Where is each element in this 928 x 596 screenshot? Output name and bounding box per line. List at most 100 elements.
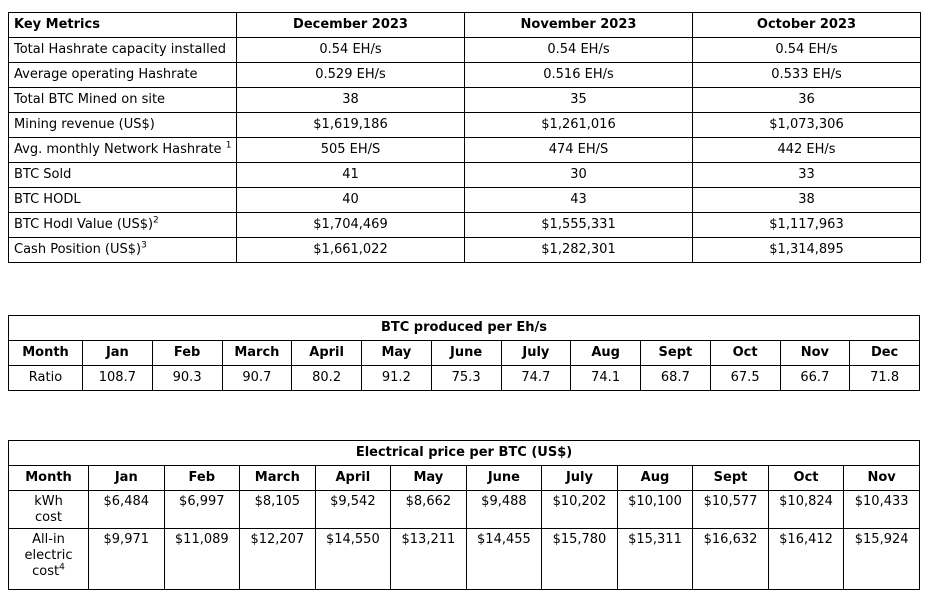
cost-value: $6,484 bbox=[88, 490, 165, 529]
metric-value: 505 EH/S bbox=[236, 137, 465, 163]
cost-value: $14,455 bbox=[465, 528, 543, 590]
ratio-value: 74.1 bbox=[570, 365, 641, 391]
ratio-value: 68.7 bbox=[640, 365, 711, 391]
cost-value: $10,577 bbox=[692, 490, 769, 529]
cost-row-label-text: All-in electric cost bbox=[24, 532, 73, 579]
month-row-header: Month bbox=[8, 465, 89, 491]
month-header: April bbox=[291, 340, 362, 366]
metric-label-text: Cash Position (US$) bbox=[14, 242, 142, 257]
table-row: Cash Position (US$)3 $1,661,022 $1,282,3… bbox=[8, 237, 921, 263]
metric-value: 33 bbox=[692, 162, 921, 188]
cost-row-label: All-in electric cost4 bbox=[8, 528, 89, 590]
month-header: Nov bbox=[843, 465, 920, 491]
metric-value: 38 bbox=[692, 187, 921, 213]
cost-value: $10,202 bbox=[541, 490, 618, 529]
ratio-value: 66.7 bbox=[779, 365, 851, 391]
month-header: Aug bbox=[570, 340, 641, 366]
electrical-price-table: Electrical price per BTC (US$) Month Jan… bbox=[8, 440, 920, 590]
cost-value: $10,824 bbox=[767, 490, 845, 529]
ratio-value: 74.7 bbox=[500, 365, 572, 391]
metric-value: 36 bbox=[692, 87, 921, 113]
month-header: June bbox=[465, 465, 543, 491]
kwh-cost-row: kWh cost $6,484 $6,997 $8,105 $9,542 $8,… bbox=[8, 490, 920, 529]
ratio-row: Ratio 108.7 90.3 90.7 80.2 91.2 75.3 74.… bbox=[8, 365, 920, 391]
footnote-superscript: 1 bbox=[225, 140, 232, 151]
table-row: Avg. monthly Network Hashrate 1 505 EH/S… bbox=[8, 137, 921, 163]
table-row: Mining revenue (US$) $1,619,186 $1,261,0… bbox=[8, 112, 921, 138]
month-header: Sept bbox=[640, 340, 711, 366]
ratio-value: 75.3 bbox=[430, 365, 502, 391]
footnote-superscript: 4 bbox=[59, 562, 65, 573]
month-header: Jan bbox=[82, 340, 153, 366]
month-header-row: Month Jan Feb March April May June July … bbox=[8, 465, 920, 491]
ratio-value: 67.5 bbox=[709, 365, 781, 391]
metric-value: $1,555,331 bbox=[464, 212, 693, 238]
metric-label: BTC Sold bbox=[8, 162, 237, 188]
table-row: BTC HODL 40 43 38 bbox=[8, 187, 921, 213]
month-header: Nov bbox=[779, 340, 851, 366]
metric-label-text: BTC Hodl Value (US$) bbox=[14, 217, 154, 232]
month-header: July bbox=[500, 340, 572, 366]
table-row: Total Hashrate capacity installed 0.54 E… bbox=[8, 37, 921, 63]
month-header-row: Month Jan Feb March April May June July … bbox=[8, 340, 920, 366]
month-header: Dec bbox=[849, 340, 920, 366]
cost-value: $15,924 bbox=[843, 528, 920, 590]
cost-value: $16,412 bbox=[767, 528, 845, 590]
column-header-october-2023: October 2023 bbox=[692, 12, 921, 38]
cost-value: $14,550 bbox=[314, 528, 392, 590]
cost-value: $9,542 bbox=[314, 490, 392, 529]
metric-value: 0.516 EH/s bbox=[464, 62, 693, 88]
month-header: May bbox=[361, 340, 432, 366]
month-header: March bbox=[239, 465, 316, 491]
cost-value: $12,207 bbox=[239, 528, 316, 590]
metric-value: 43 bbox=[464, 187, 693, 213]
month-header: Aug bbox=[616, 465, 694, 491]
key-metrics-title: Key Metrics bbox=[8, 12, 237, 38]
cost-value: $8,105 bbox=[239, 490, 316, 529]
month-header: Jan bbox=[88, 465, 165, 491]
metric-value: 474 EH/S bbox=[464, 137, 693, 163]
footnote-superscript: 3 bbox=[141, 240, 147, 251]
month-header: April bbox=[314, 465, 392, 491]
month-row-header: Month bbox=[8, 340, 83, 366]
cost-value: $10,433 bbox=[843, 490, 920, 529]
btc-produced-title: BTC produced per Eh/s bbox=[8, 315, 920, 341]
ratio-value: 71.8 bbox=[849, 365, 920, 391]
table-row: Total BTC Mined on site 38 35 36 bbox=[8, 87, 921, 113]
ratio-value: 90.7 bbox=[221, 365, 293, 391]
column-header-november-2023: November 2023 bbox=[464, 12, 693, 38]
cost-value: $6,997 bbox=[163, 490, 241, 529]
metric-value: $1,282,301 bbox=[464, 237, 693, 263]
table-row: BTC Sold 41 30 33 bbox=[8, 162, 921, 188]
metric-value: 0.54 EH/s bbox=[236, 37, 465, 63]
cost-value: $13,211 bbox=[390, 528, 467, 590]
ratio-row-label: Ratio bbox=[8, 365, 83, 391]
metric-value: $1,261,016 bbox=[464, 112, 693, 138]
month-header: May bbox=[390, 465, 467, 491]
table-row: Average operating Hashrate 0.529 EH/s 0.… bbox=[8, 62, 921, 88]
metric-value: $1,314,895 bbox=[692, 237, 921, 263]
month-header: Feb bbox=[151, 340, 223, 366]
table-row: BTC Hodl Value (US$)2 $1,704,469 $1,555,… bbox=[8, 212, 921, 238]
metric-label: Average operating Hashrate bbox=[8, 62, 237, 88]
metric-label: Mining revenue (US$) bbox=[8, 112, 237, 138]
metric-label: Total Hashrate capacity installed bbox=[8, 37, 237, 63]
cost-row-label: kWh cost bbox=[8, 490, 89, 529]
month-header: Oct bbox=[709, 340, 781, 366]
table-title-row: BTC produced per Eh/s bbox=[8, 315, 920, 341]
footnote-superscript: 2 bbox=[153, 215, 159, 226]
metric-value: 40 bbox=[236, 187, 465, 213]
metric-value: $1,661,022 bbox=[236, 237, 465, 263]
table-title-row: Electrical price per BTC (US$) bbox=[8, 440, 920, 466]
metric-value: 35 bbox=[464, 87, 693, 113]
electrical-price-title: Electrical price per BTC (US$) bbox=[8, 440, 920, 466]
month-header: July bbox=[541, 465, 618, 491]
metric-value: 38 bbox=[236, 87, 465, 113]
cost-value: $11,089 bbox=[163, 528, 241, 590]
metric-value: 0.529 EH/s bbox=[236, 62, 465, 88]
metric-value: 41 bbox=[236, 162, 465, 188]
ratio-value: 90.3 bbox=[151, 365, 223, 391]
cost-value: $8,662 bbox=[390, 490, 467, 529]
metric-value: $1,619,186 bbox=[236, 112, 465, 138]
